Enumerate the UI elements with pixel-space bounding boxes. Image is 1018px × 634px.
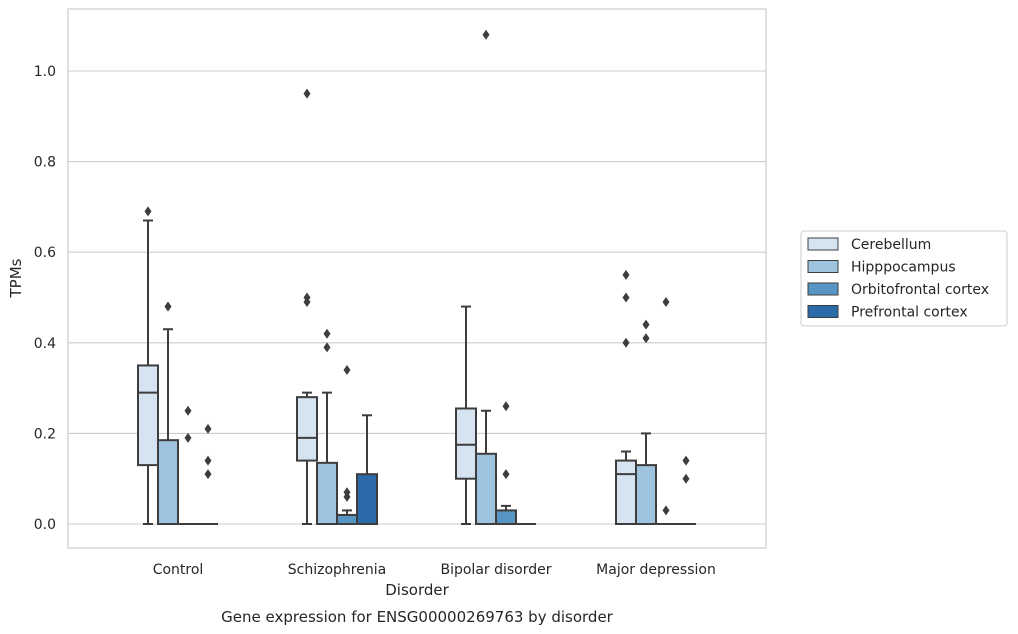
outlier-point (622, 292, 630, 303)
y-tick-labels: 0.0 0.2 0.4 0.6 0.8 1.0 (34, 64, 56, 533)
legend-swatch (807, 305, 839, 318)
outlier-point (144, 206, 152, 217)
y-tick-label: 0.4 (34, 336, 56, 352)
outlier-point (303, 88, 311, 99)
y-tick-label: 0.6 (34, 245, 56, 261)
x-tick-label: Control (153, 562, 204, 578)
outlier-point (204, 469, 212, 480)
box-body (635, 464, 657, 525)
box-body (615, 459, 637, 525)
legend-label: Cerebellum (851, 237, 931, 253)
y-tick-label: 0.2 (34, 426, 56, 442)
outlier-point (682, 455, 690, 466)
outlier-point (642, 319, 650, 330)
legend-swatch (807, 260, 839, 273)
box-prefrontal-cortex (356, 414, 378, 526)
legend: Cerebellum Hipppocampus Orbitofrontal cort… (800, 230, 1008, 327)
outlier-point (662, 297, 670, 308)
box-body (296, 396, 318, 462)
legend-frame (800, 230, 1008, 327)
y-tick-label: 0.8 (34, 155, 56, 171)
x-tick-label: Schizophrenia (288, 562, 386, 578)
box-body (356, 473, 378, 526)
box-body (137, 364, 159, 467)
x-axis-label: Disorder (385, 581, 449, 599)
box-orbitofrontal-cortex (178, 405, 198, 525)
outlier-point (622, 337, 630, 348)
outlier-point (642, 333, 650, 344)
box-body (336, 513, 358, 526)
legend-label: Orbitofrontal cortex (851, 282, 989, 298)
box-cerebellum (296, 88, 318, 525)
outlier-point (184, 432, 192, 443)
box-cerebellum (137, 206, 159, 525)
outlier-point (682, 473, 690, 484)
outlier-point (502, 401, 510, 412)
outlier-point (323, 328, 331, 339)
box-cerebellum (455, 305, 477, 525)
box-prefrontal-cortex (198, 423, 218, 525)
box-hipppocampus (316, 328, 338, 525)
figure-caption: Gene expression for ENSG00000269763 by d… (221, 608, 614, 626)
box-hipppocampus (635, 319, 657, 525)
box-orbitofrontal-cortex (495, 401, 517, 526)
legend-swatch (807, 237, 839, 251)
box-body (495, 509, 517, 526)
x-tick-label: Major depression (596, 562, 716, 578)
box-body (157, 439, 179, 526)
box-hipppocampus (475, 29, 497, 525)
plot-frame (67, 8, 767, 549)
box-body (316, 461, 338, 525)
x-tick-labels: Control Schizophrenia Bipolar disorder Majo… (153, 562, 716, 578)
outlier-point (323, 342, 331, 353)
outlier-point (343, 487, 351, 498)
outlier-point (482, 29, 490, 40)
outlier-point (164, 301, 172, 312)
box-orbitofrontal-cortex (656, 297, 676, 525)
legend-swatch (807, 282, 839, 296)
box-hipppocampus (157, 301, 179, 526)
y-tick-label: 0.0 (34, 517, 56, 533)
plot-marks (137, 29, 696, 526)
outlier-point (204, 455, 212, 466)
outlier-point (502, 469, 510, 480)
outlier-point (303, 292, 311, 303)
outlier-point (343, 364, 351, 375)
outlier-point (662, 505, 670, 516)
box-body (455, 407, 477, 480)
box-cerebellum (615, 269, 637, 525)
x-tick-label: Bipolar disorder (440, 562, 551, 578)
box-body (475, 452, 497, 525)
outlier-point (622, 269, 630, 280)
y-axis-label: TPMs (7, 258, 25, 298)
outlier-point (184, 405, 192, 416)
box-prefrontal-cortex (676, 455, 696, 525)
y-tick-label: 1.0 (34, 64, 56, 80)
legend-label: Hipppocampus (851, 260, 956, 276)
legend-label: Prefrontal cortex (851, 305, 968, 321)
outlier-point (204, 423, 212, 434)
